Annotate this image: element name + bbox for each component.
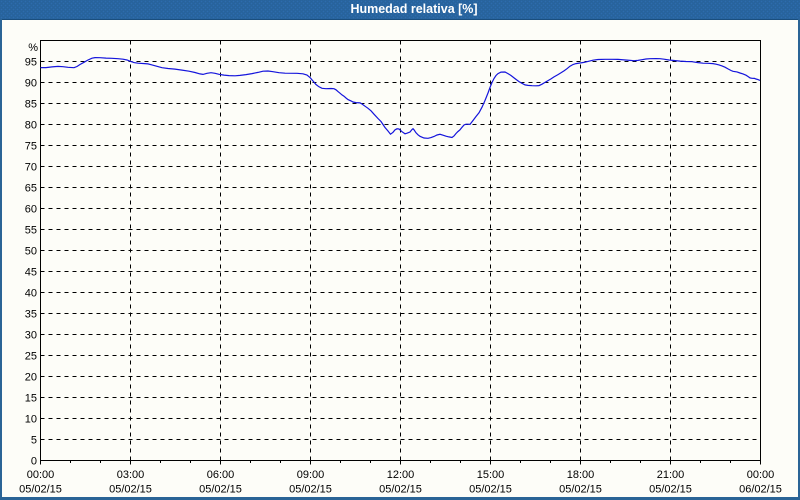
svg-text:05/02/15: 05/02/15: [19, 484, 62, 496]
svg-text:21:00: 21:00: [657, 469, 685, 481]
svg-text:00:00: 00:00: [27, 469, 55, 481]
svg-text:%: %: [28, 42, 38, 54]
svg-text:00:00: 00:00: [747, 469, 775, 481]
svg-text:18:00: 18:00: [567, 469, 595, 481]
svg-text:75: 75: [25, 141, 37, 153]
svg-text:05/02/15: 05/02/15: [199, 484, 242, 496]
svg-text:20: 20: [25, 372, 37, 384]
svg-text:45: 45: [25, 267, 37, 279]
svg-text:65: 65: [25, 183, 37, 195]
svg-text:70: 70: [25, 162, 37, 174]
svg-text:25: 25: [25, 351, 37, 363]
svg-text:0: 0: [31, 456, 37, 468]
svg-text:03:00: 03:00: [117, 469, 145, 481]
svg-text:09:00: 09:00: [297, 469, 325, 481]
svg-text:35: 35: [25, 309, 37, 321]
svg-text:06/02/15: 06/02/15: [739, 484, 782, 496]
svg-text:05/02/15: 05/02/15: [109, 484, 152, 496]
svg-text:05/02/15: 05/02/15: [469, 484, 512, 496]
svg-text:55: 55: [25, 225, 37, 237]
svg-text:12:00: 12:00: [387, 469, 415, 481]
svg-text:30: 30: [25, 330, 37, 342]
svg-text:10: 10: [25, 414, 37, 426]
svg-text:05/02/15: 05/02/15: [649, 484, 692, 496]
svg-text:90: 90: [25, 78, 37, 90]
svg-text:85: 85: [25, 99, 37, 111]
svg-text:05/02/15: 05/02/15: [559, 484, 602, 496]
svg-text:40: 40: [25, 288, 37, 300]
svg-text:05/02/15: 05/02/15: [289, 484, 332, 496]
svg-text:06:00: 06:00: [207, 469, 235, 481]
svg-text:15:00: 15:00: [477, 469, 505, 481]
svg-text:05/02/15: 05/02/15: [379, 484, 422, 496]
svg-text:5: 5: [31, 435, 37, 447]
svg-text:80: 80: [25, 120, 37, 132]
svg-text:60: 60: [25, 204, 37, 216]
svg-text:95: 95: [25, 57, 37, 69]
svg-text:15: 15: [25, 393, 37, 405]
svg-text:50: 50: [25, 246, 37, 258]
